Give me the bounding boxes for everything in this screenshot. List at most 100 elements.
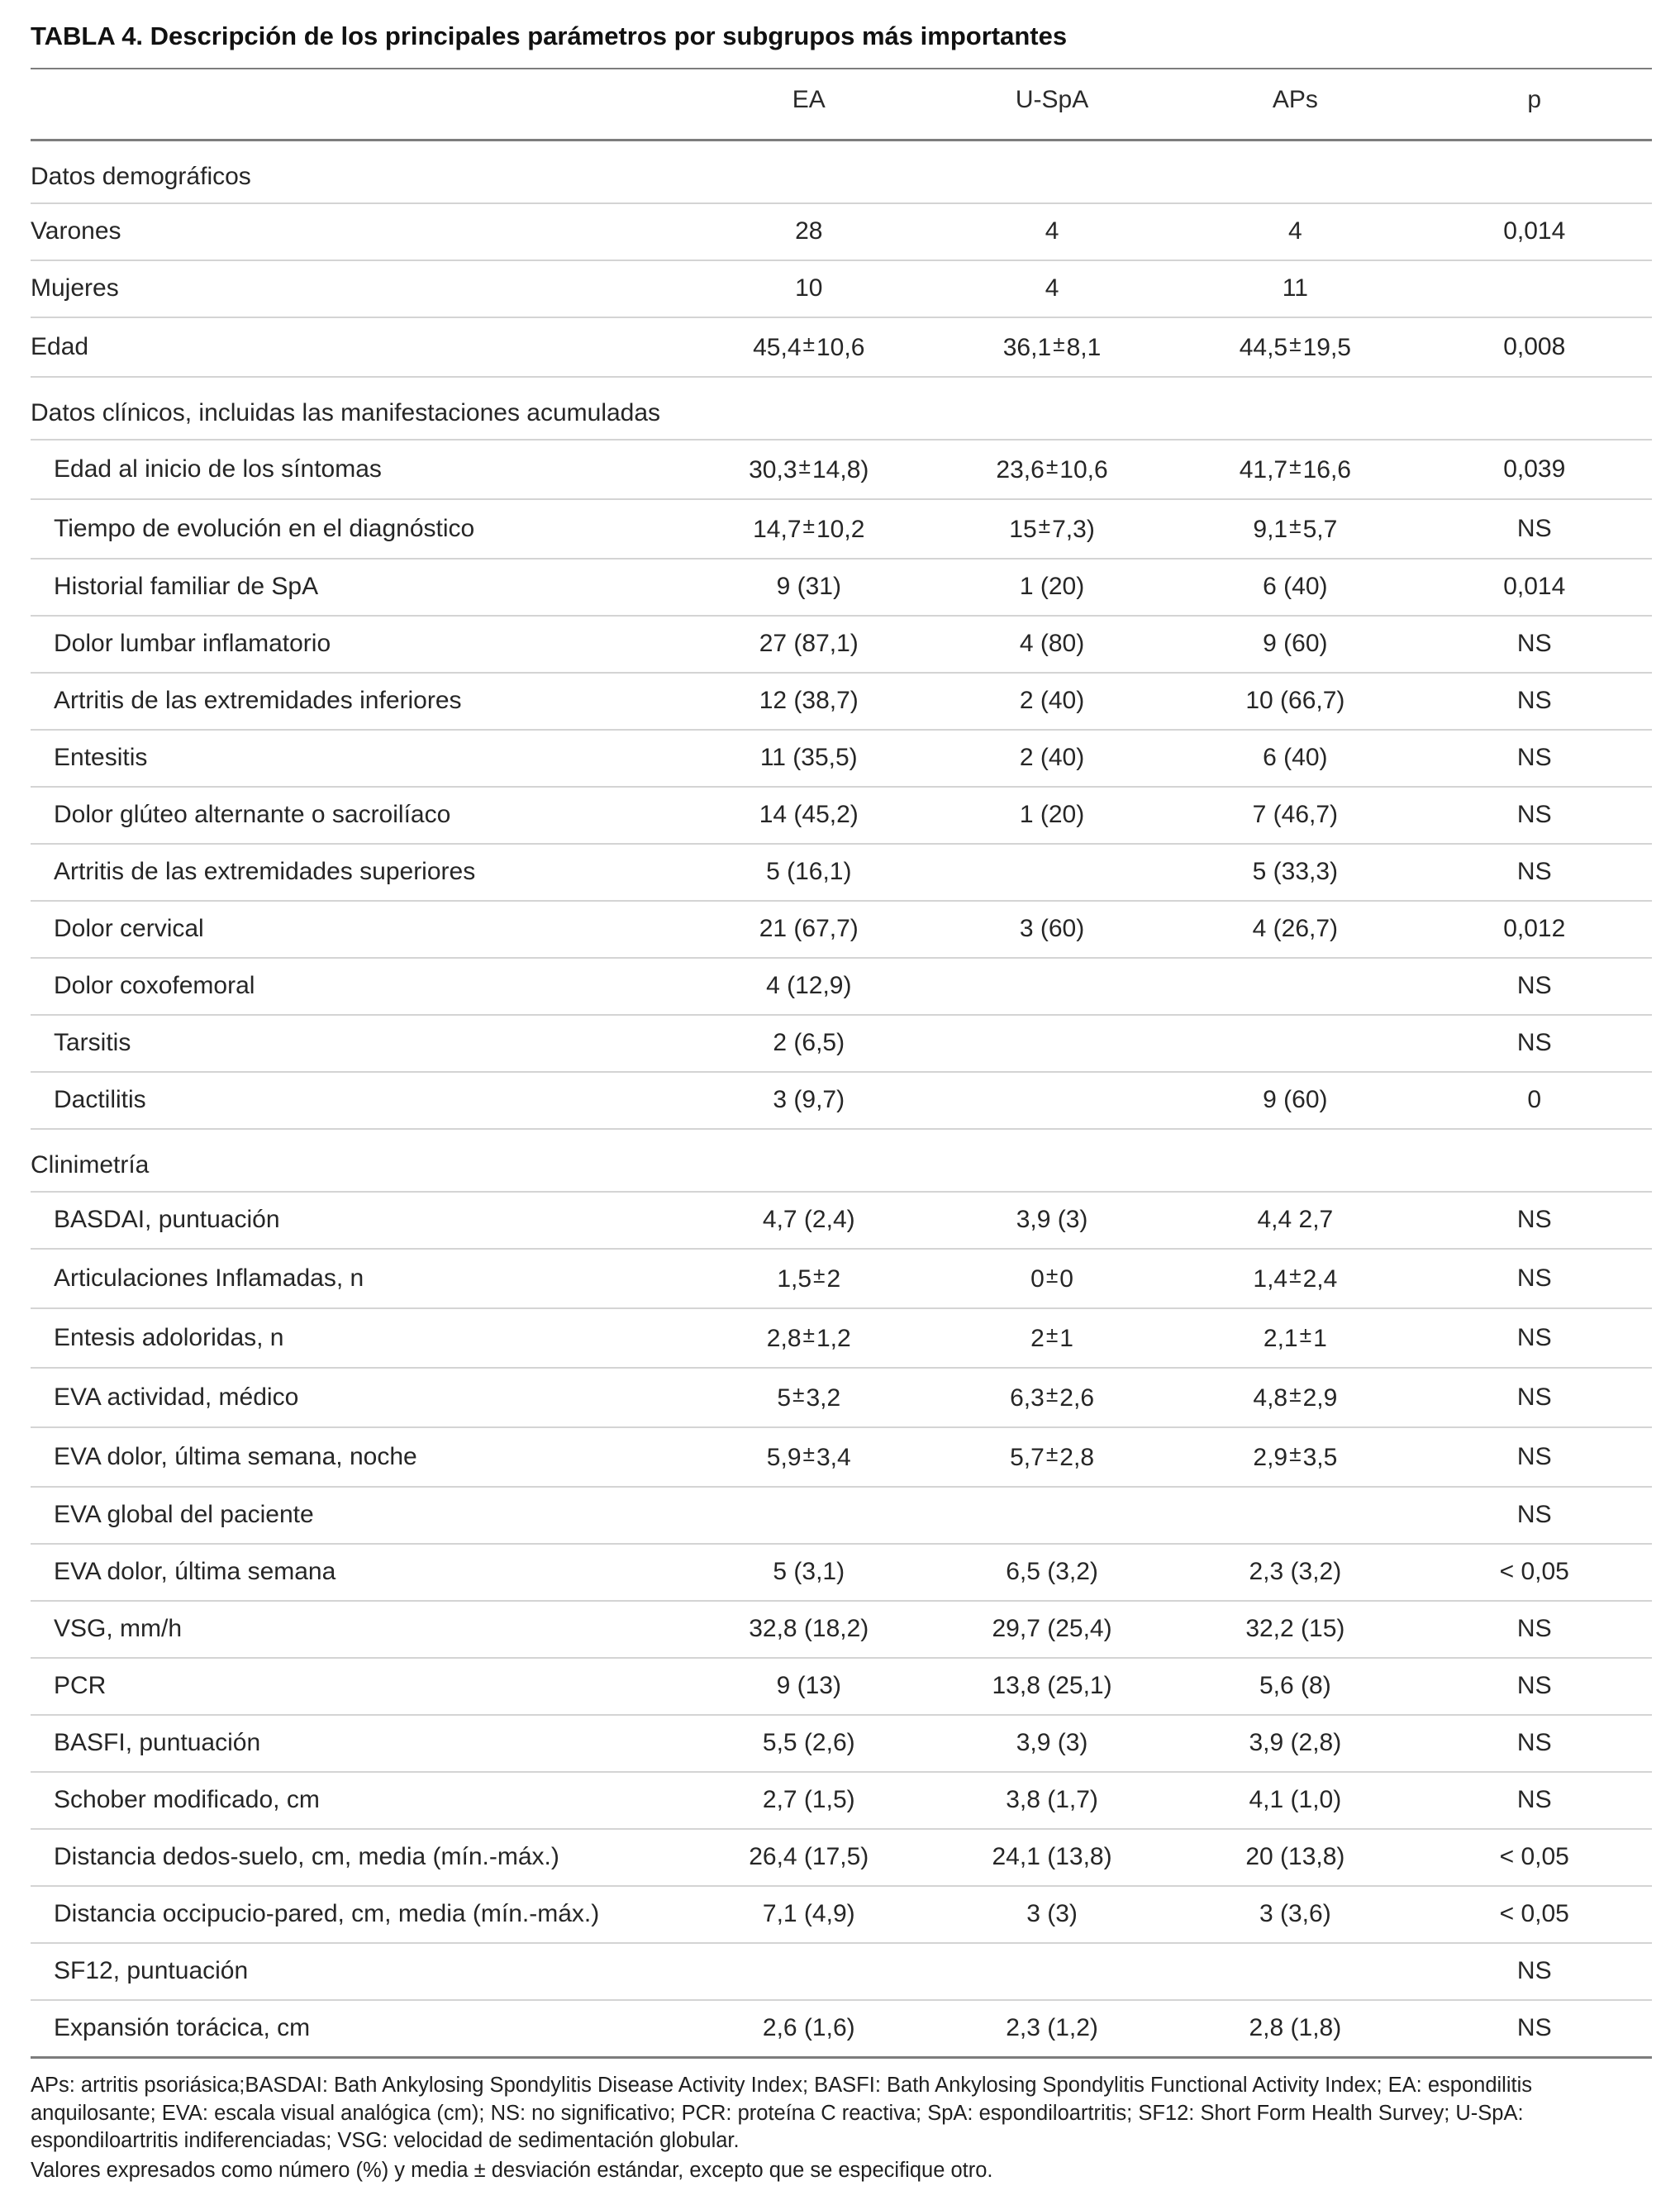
row-label: Articulaciones Inflamadas, n	[54, 1264, 364, 1292]
cell-ea: 7,1 (4,9)	[762, 1900, 855, 1927]
cell-ea: 5,5 (2,6)	[762, 1729, 855, 1756]
plus-minus-sign: ±	[802, 513, 815, 538]
cell-ea: 5 (3,1)	[773, 1558, 845, 1585]
cell-ea: 2,6 (1,6)	[762, 2014, 855, 2041]
cell-u-spa: 23,6±10,6	[996, 454, 1108, 483]
plus-minus-sign: ±	[1045, 1263, 1059, 1288]
cell-aps: 9,1±5,7	[1253, 513, 1338, 543]
row-label: EVA actividad, médico	[54, 1383, 299, 1411]
row-label: Schober modificado, cm	[54, 1786, 320, 1813]
table-row: EVA dolor, última semana, noche 5,9±3,4 5,…	[31, 1427, 1652, 1487]
cell-u-spa: 0±0	[1030, 1263, 1073, 1293]
cell-aps: 9 (60)	[1263, 630, 1328, 657]
cell-ea: 45,4±10,6	[753, 331, 865, 361]
table-row: Entesitis 11 (35,5) 2 (40) 6 (40) NS	[31, 730, 1652, 787]
cell-aps: 20 (13,8)	[1245, 1843, 1345, 1870]
cell-aps: 5,6 (8)	[1259, 1672, 1331, 1699]
plus-minus-sign: ±	[1289, 454, 1302, 479]
table-row: BASFI, puntuación 5,5 (2,6) 3,9 (3) 3,9 (2,…	[31, 1715, 1652, 1772]
cell-aps: 2,8 (1,8)	[1249, 2014, 1342, 2041]
cell-ea: 30,3±14,8)	[749, 454, 869, 483]
cell-ea: 11 (35,5)	[759, 744, 858, 771]
plus-minus-sign: ±	[798, 454, 811, 479]
row-label: EVA dolor, última semana	[54, 1558, 336, 1585]
cell-u-spa: 3,9 (3)	[1016, 1206, 1088, 1233]
section-row: Datos clínicos, incluidas las manifestac…	[31, 377, 1652, 440]
table-row: Artritis de las extremidades inferiores 1…	[31, 673, 1652, 730]
cell-p: NS	[1516, 1501, 1552, 1528]
cell-p: NS	[1516, 858, 1552, 885]
table-row: Dolor cervical 21 (67,7) 3 (60) 4 (26,7) 0,0…	[31, 901, 1652, 958]
cell-u-spa	[930, 844, 1173, 901]
plus-minus-sign: ±	[1045, 454, 1059, 479]
cell-p: NS	[1516, 514, 1552, 542]
row-label: Distancia dedos-suelo, cm, media (mín.-m…	[54, 1843, 559, 1870]
cell-u-spa: 24,1 (13,8)	[992, 1843, 1112, 1870]
cell-ea: 28	[795, 217, 823, 245]
column-header-ea: EA	[792, 86, 826, 113]
column-header-aps: APs	[1272, 86, 1318, 113]
section-row: Datos demográficos	[31, 140, 1652, 203]
row-label: Distancia occipucio-pared, cm, media (mí…	[54, 1900, 600, 1927]
cell-aps: 41,7±16,6	[1239, 454, 1351, 483]
cell-aps: 2,1±1	[1263, 1322, 1327, 1352]
column-header-u-spa: U-SpA	[1015, 86, 1089, 113]
cell-u-spa: 2 (40)	[1019, 687, 1085, 714]
cell-aps: 3,9 (2,8)	[1249, 1729, 1342, 1756]
footnote-abbreviations: APs: artritis psoriásica;BASDAI: Bath An…	[31, 2074, 1533, 2153]
cell-u-spa: 13,8 (25,1)	[992, 1672, 1112, 1699]
cell-ea: 32,8 (18,2)	[749, 1615, 869, 1642]
cell-u-spa: 3,9 (3)	[1016, 1729, 1088, 1756]
table-row: Distancia occipucio-pared, cm, media (mí…	[31, 1886, 1652, 1943]
table-row: EVA dolor, última semana 5 (3,1) 6,5 (3,2)…	[31, 1544, 1652, 1601]
cell-u-spa: 4	[1045, 274, 1059, 302]
row-label: BASDAI, puntuación	[54, 1206, 280, 1233]
row-label: Edad	[31, 332, 89, 360]
cell-p: 0,014	[1503, 217, 1566, 245]
table-row: Entesis adoloridas, n 2,8±1,2 2±1 2,1±1 NS	[31, 1308, 1652, 1368]
row-label: EVA dolor, última semana, noche	[54, 1442, 417, 1470]
cell-p: 0,012	[1503, 915, 1566, 942]
plus-minus-sign: ±	[1299, 1322, 1312, 1347]
cell-aps: 4,4 2,7	[1257, 1206, 1334, 1233]
cell-ea: 5±3,2	[777, 1382, 841, 1412]
cell-p: NS	[1516, 1206, 1552, 1233]
column-header-label	[31, 69, 688, 140]
cell-p: < 0,05	[1499, 1900, 1569, 1927]
cell-ea	[688, 1943, 930, 2000]
table-row: Historial familiar de SpA 9 (31) 1 (20) 6 (…	[31, 559, 1652, 616]
cell-u-spa: 3,8 (1,7)	[1006, 1786, 1098, 1813]
cell-p: NS	[1516, 1729, 1552, 1756]
cell-u-spa	[930, 1487, 1173, 1544]
cell-p: NS	[1516, 1264, 1552, 1292]
header-row: EA U-SpA APs p	[31, 69, 1652, 140]
row-label: EVA global del paciente	[54, 1501, 314, 1528]
cell-ea: 27 (87,1)	[759, 630, 859, 657]
table-row: PCR 9 (13) 13,8 (25,1) 5,6 (8) NS	[31, 1658, 1652, 1715]
plus-minus-sign: ±	[1289, 1263, 1302, 1288]
table-row: Dolor glúteo alternante o sacroilíaco 14 …	[31, 787, 1652, 844]
row-label: Varones	[31, 217, 121, 245]
table-row: Tiempo de evolución en el diagnóstico 14,…	[31, 499, 1652, 559]
parameters-table: EA U-SpA APs p Datos demográficos Varones…	[31, 68, 1652, 2059]
section-row: Clinimetría	[31, 1129, 1652, 1192]
cell-p: < 0,05	[1499, 1558, 1569, 1585]
table-row: BASDAI, puntuación 4,7 (2,4) 3,9 (3) 4,4 2,…	[31, 1192, 1652, 1249]
cell-u-spa	[930, 1943, 1173, 2000]
row-label: Tiempo de evolución en el diagnóstico	[54, 514, 475, 542]
cell-p: NS	[1516, 1442, 1552, 1470]
table-row: SF12, puntuación NS	[31, 1943, 1652, 2000]
row-label: Expansión torácica, cm	[54, 2014, 311, 2041]
cell-ea: 4 (12,9)	[766, 972, 852, 999]
cell-p: NS	[1516, 744, 1552, 771]
cell-aps: 6 (40)	[1263, 573, 1328, 600]
cell-u-spa: 2 (40)	[1019, 744, 1085, 771]
row-label: Entesis adoloridas, n	[54, 1323, 284, 1351]
cell-ea: 3 (9,7)	[773, 1086, 845, 1113]
plus-minus-sign: ±	[1289, 1382, 1302, 1407]
table-row: VSG, mm/h 32,8 (18,2) 29,7 (25,4) 32,2 (15)…	[31, 1601, 1652, 1658]
cell-ea: 12 (38,7)	[759, 687, 859, 714]
row-label: PCR	[54, 1672, 107, 1699]
cell-ea: 9 (13)	[776, 1672, 841, 1699]
